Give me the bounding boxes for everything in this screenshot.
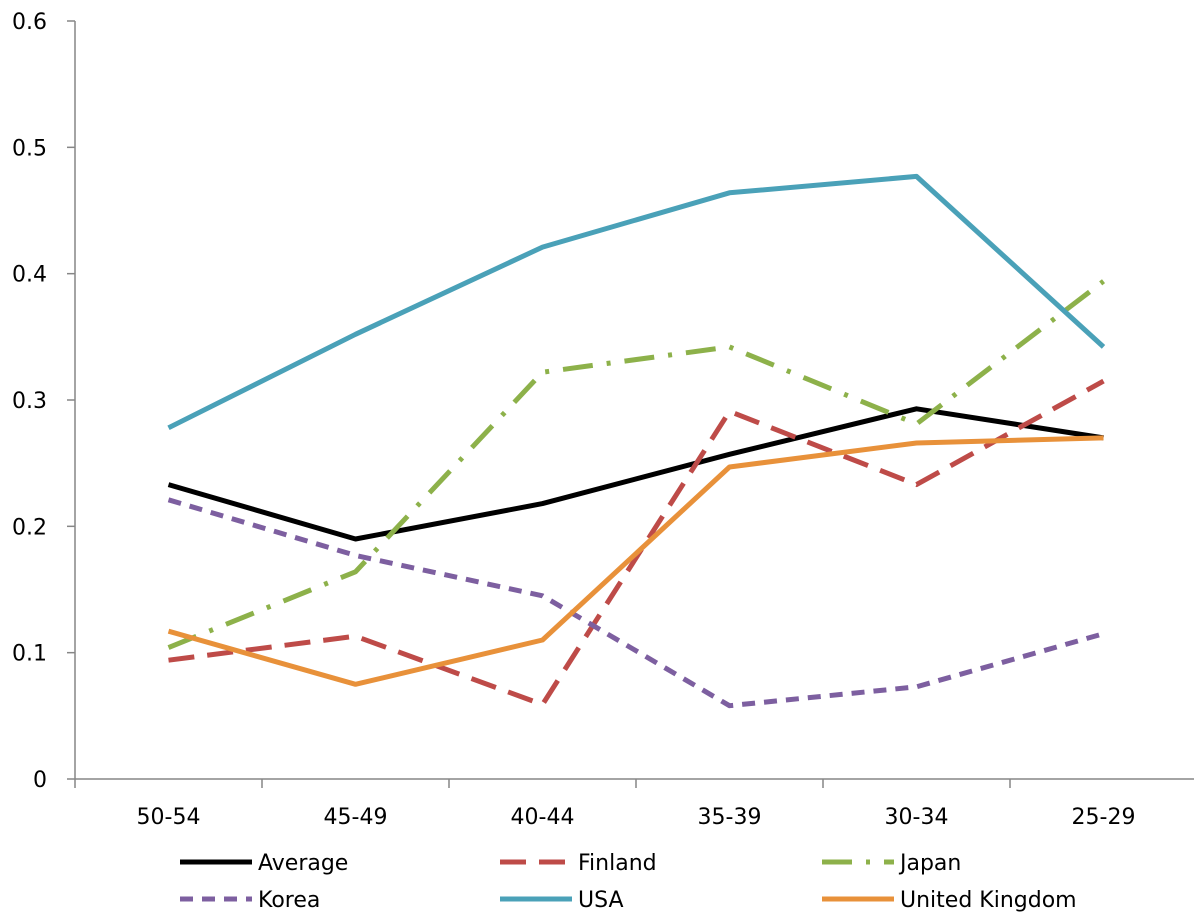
legend-item-japan: Japan <box>822 851 961 876</box>
x-tick-label: 35-39 <box>698 805 762 830</box>
series-line-japan <box>167 279 1106 650</box>
axes: 0 0.1 0.2 0.3 0.4 0.5 0.6 50-54 45-49 40-44 35-39 3… <box>12 10 1194 830</box>
y-tick-label: 0 <box>33 768 47 793</box>
x-tick-label: 30-34 <box>885 805 949 830</box>
series-line-average <box>167 406 1104 542</box>
x-tick-label: 45-49 <box>324 805 388 830</box>
legend-item-usa: USA <box>500 888 624 913</box>
legend-item-finland: Finland <box>500 851 657 876</box>
legend-label: United Kingdom <box>900 888 1077 913</box>
series-layer <box>167 173 1106 709</box>
y-tick-label: 0.3 <box>12 389 47 414</box>
legend-label: Korea <box>258 888 320 913</box>
y-tick-label: 0.5 <box>12 136 47 161</box>
series-line-united-kingdom <box>167 435 1104 687</box>
series-line-korea <box>167 497 1105 709</box>
x-tick-label: 25-29 <box>1072 805 1136 830</box>
x-tick-label: 50-54 <box>137 805 201 830</box>
y-tick-label: 0.1 <box>12 642 47 667</box>
x-tick-label: 40-44 <box>511 805 575 830</box>
y-tick-label: 0.4 <box>12 263 47 288</box>
legend-label: Finland <box>578 851 657 876</box>
legend-item-united-kingdom: United Kingdom <box>822 888 1077 913</box>
y-tick-label: 0.6 <box>12 10 47 35</box>
series-line-finland <box>168 378 1105 707</box>
legend-label: Average <box>258 851 348 876</box>
legend-label: USA <box>578 888 624 913</box>
legend: Average Finland Japan Korea USA United Kingdo… <box>180 851 1077 913</box>
legend-item-average: Average <box>180 851 348 876</box>
legend-label: Japan <box>898 851 961 876</box>
legend-item-korea: Korea <box>180 888 320 913</box>
y-tick-label: 0.2 <box>12 515 47 540</box>
series-line-usa <box>167 173 1106 431</box>
